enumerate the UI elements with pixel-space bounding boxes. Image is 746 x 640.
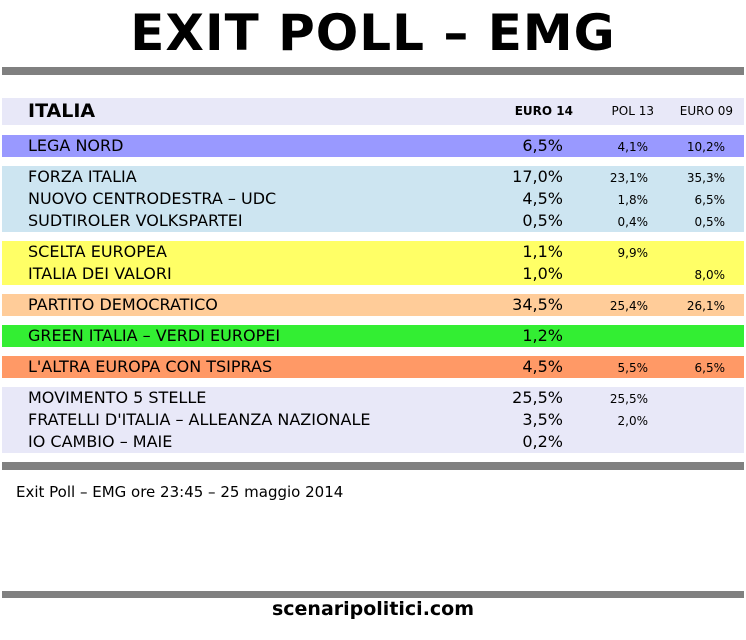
euro14-value: 0,5% <box>522 211 563 230</box>
pol13-value: 2,0% <box>617 414 649 428</box>
column-header: EURO 09 <box>679 104 733 118</box>
euro09-value: 0,5% <box>694 215 726 229</box>
title: EXIT POLL – EMG <box>130 4 616 62</box>
party-name: L'ALTRA EUROPA CON TSIPRAS <box>28 357 273 376</box>
header-row: ITALIA EURO 14 POL 13 EURO 09 <box>2 98 744 125</box>
divider <box>2 67 744 75</box>
euro14-value: 6,5% <box>522 136 563 155</box>
party-name: NUOVO CENTRODESTRA – UDC <box>28 189 277 208</box>
divider <box>2 591 744 598</box>
euro14-value: 0,2% <box>522 432 563 451</box>
party-name: SUDTIROLER VOLKSPARTEI <box>28 211 243 230</box>
euro09-value: 26,1% <box>686 299 725 313</box>
party-group: MOVIMENTO 5 STELLE 25,5% 25,5% FRATELLI D'I… <box>2 387 744 453</box>
euro09-value: 6,5% <box>694 193 726 207</box>
euro14-value: 4,5% <box>522 357 563 376</box>
pol13-value: 23,1% <box>609 171 648 185</box>
party-name: GREEN ITALIA – VERDI EUROPEI <box>28 326 281 345</box>
pol13-value: 4,1% <box>617 140 649 154</box>
euro14-value: 3,5% <box>522 410 563 429</box>
pol13-value: 5,5% <box>617 361 649 375</box>
party-name: FRATELLI D'ITALIA – ALLEANZA NAZIONALE <box>28 410 371 429</box>
party-name: FORZA ITALIA <box>28 167 137 186</box>
party-name: SCELTA EUROPEA <box>28 242 167 261</box>
euro09-value: 10,2% <box>686 140 725 154</box>
footer-note: Exit Poll – EMG ore 23:45 – 25 maggio 20… <box>16 483 344 501</box>
euro14-value: 17,0% <box>512 167 563 186</box>
euro09-value: 6,5% <box>694 361 726 375</box>
euro14-value: 1,2% <box>522 326 563 345</box>
euro14-value: 34,5% <box>512 295 563 314</box>
euro09-value: 8,0% <box>694 268 726 282</box>
party-name: LEGA NORD <box>28 136 124 155</box>
pol13-value: 0,4% <box>617 215 649 229</box>
euro09-value: 35,3% <box>686 171 725 185</box>
party-name: IO CAMBIO – MAIE <box>28 432 173 451</box>
party-name: MOVIMENTO 5 STELLE <box>28 388 207 407</box>
party-group: SCELTA EUROPEA 1,1% 9,9% ITALIA DEI VALORI 1… <box>2 241 744 285</box>
pol13-value: 9,9% <box>617 246 649 260</box>
party-group: GREEN ITALIA – VERDI EUROPEI 1,2% <box>2 325 744 347</box>
header-label: ITALIA <box>28 100 96 122</box>
pol13-value: 1,8% <box>617 193 649 207</box>
party-group: L'ALTRA EUROPA CON TSIPRAS 4,5% 5,5% 6,5% <box>2 356 744 378</box>
party-name: PARTITO DEMOCRATICO <box>28 295 218 314</box>
party-group: PARTITO DEMOCRATICO 34,5% 25,4% 26,1% <box>2 294 744 316</box>
pol13-value: 25,4% <box>609 299 648 313</box>
divider <box>2 462 744 470</box>
euro14-value: 4,5% <box>522 189 563 208</box>
party-group: LEGA NORD 6,5% 4,1% 10,2% <box>2 135 744 157</box>
party-group: FORZA ITALIA 17,0% 23,1% 35,3% NUOVO CENTROD… <box>2 166 744 232</box>
pol13-value: 25,5% <box>609 392 648 406</box>
party-name: ITALIA DEI VALORI <box>28 264 172 283</box>
euro14-value: 25,5% <box>512 388 563 407</box>
euro14-value: 1,0% <box>522 264 563 283</box>
euro14-value: 1,1% <box>522 242 563 261</box>
site: scenaripolitici.com <box>271 598 475 620</box>
column-header: EURO 14 <box>514 104 573 118</box>
column-header: POL 13 <box>611 104 654 118</box>
